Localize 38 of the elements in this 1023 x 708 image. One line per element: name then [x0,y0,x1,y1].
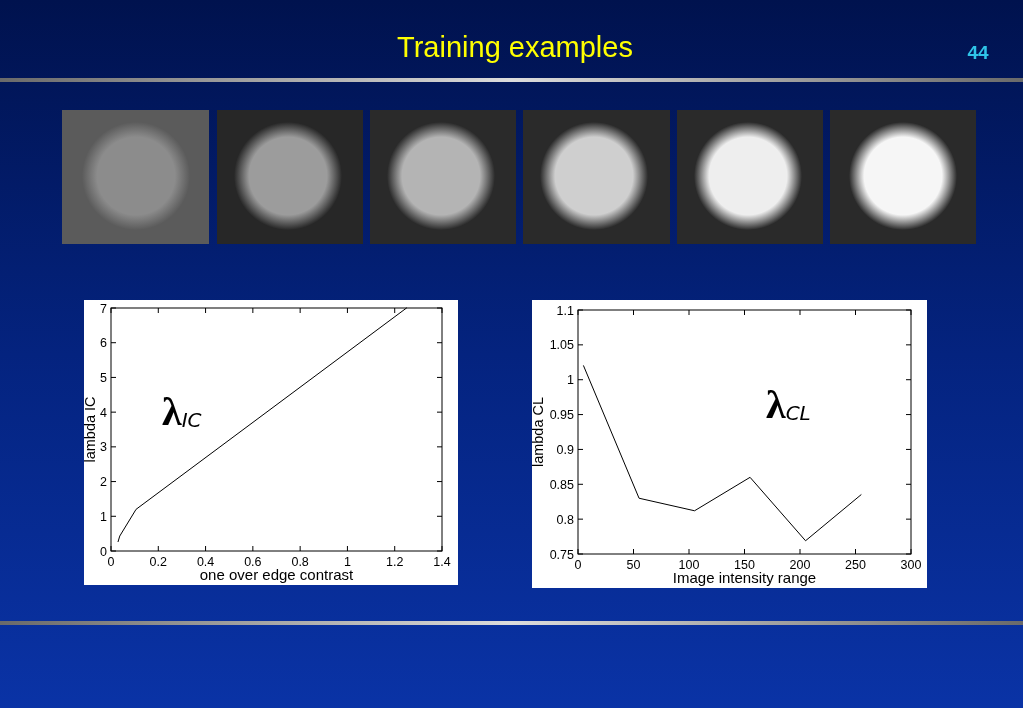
x-axis-title: one over edge contrast [199,566,355,583]
x-tick-label: 200 [789,558,811,572]
y-tick-label: 1 [567,373,575,388]
y-tick-label: 7 [100,301,108,316]
y-tick-label: 3 [100,440,108,455]
line-series [583,365,862,542]
text: 44 [967,42,989,63]
y-tick-label: 0.95 [549,408,575,423]
annotation: λ$_{IC}$ [162,389,202,434]
x-tick-label: 250 [845,558,866,572]
x-tick-label: 0.4 [196,555,215,569]
x-tick-label: 150 [734,558,755,572]
y-tick-label: 1.1 [556,303,575,318]
x-tick-label: 100 [678,558,700,572]
x-tick-label: 300 [900,558,922,572]
y-tick-label: 0 [100,544,108,559]
x-tick-label: 1.4 [433,555,451,569]
y-tick-label: 1 [100,509,108,524]
y-tick-label: 0.85 [549,477,575,492]
x-tick-label: 1.2 [386,555,404,569]
y-tick-label: 0.8 [556,512,575,527]
y-tick-label: 5 [100,370,108,385]
y-tick-label: 2 [100,475,108,490]
y-tick-label: 0.75 [549,547,575,562]
y-tick-label: 6 [100,336,108,351]
x-tick-label: 0.6 [244,555,262,569]
y-tick-label: 1.05 [549,338,575,353]
x-tick-label: 0.2 [149,555,168,569]
y-tick-label: 4 [100,405,108,420]
y-tick-label: 0.9 [556,442,575,457]
x-tick-label: 1 [343,555,351,569]
text: Training examples [397,31,633,63]
y-axis-title: lambda IC [82,396,98,463]
x-axis-title: Image intensity range [672,569,817,586]
annotation: λ$_{CL}$ [766,382,811,427]
y-axis-title: lambda CL [530,396,546,468]
x-tick-label: 50 [626,558,641,572]
x-tick-label: 0.8 [291,555,309,569]
